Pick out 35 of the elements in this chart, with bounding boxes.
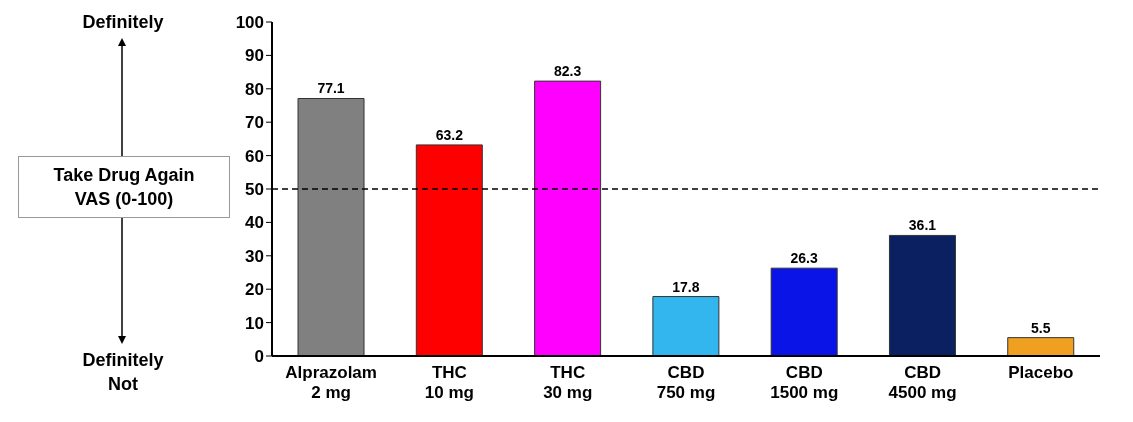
text: Definitely xyxy=(81,12,165,33)
x-tick-label: CBD 750 mg xyxy=(656,363,716,402)
data-label: 26.3 xyxy=(790,250,818,267)
y-tick-label: 90 xyxy=(245,46,264,66)
data-label: 63.2 xyxy=(435,126,464,143)
y-axis-title: Take Drug Again VAS (0-100) xyxy=(52,164,196,211)
y-tick-label: 70 xyxy=(245,113,264,133)
x-tick-label: Placebo xyxy=(1008,363,1074,382)
data-label: 82.3 xyxy=(553,63,582,80)
bar xyxy=(1007,337,1075,356)
data-label: 77.1 xyxy=(317,80,345,97)
text: Definitely Not xyxy=(81,349,165,396)
x-tick-label: THC 30 mg xyxy=(543,363,593,402)
y-tick-label: 20 xyxy=(245,280,264,300)
y-tick-label: 100 xyxy=(235,13,264,33)
x-tick-label: THC 10 mg xyxy=(424,363,474,402)
y-tick-label: 0 xyxy=(254,347,264,367)
x-tick-label: Alprazolam 2 mg xyxy=(285,363,377,402)
y-tick-label: 40 xyxy=(245,213,264,233)
y-tick-label: 30 xyxy=(245,246,264,266)
bar xyxy=(888,234,956,356)
y-tick-label: 80 xyxy=(245,79,264,99)
data-label: 36.1 xyxy=(908,217,937,234)
bar xyxy=(297,97,365,356)
bar xyxy=(770,267,838,356)
y-tick-label: 60 xyxy=(245,146,264,166)
bar xyxy=(652,296,720,356)
bar xyxy=(534,80,602,356)
x-tick-label: CBD 4500 mg xyxy=(888,363,957,402)
bar xyxy=(415,144,483,356)
y-tick-label: 10 xyxy=(245,313,264,333)
y-tick-label: 50 xyxy=(245,180,264,200)
data-label: 5.5 xyxy=(1031,319,1051,336)
x-tick-label: CBD 1500 mg xyxy=(770,363,839,402)
data-label: 17.8 xyxy=(672,278,700,295)
